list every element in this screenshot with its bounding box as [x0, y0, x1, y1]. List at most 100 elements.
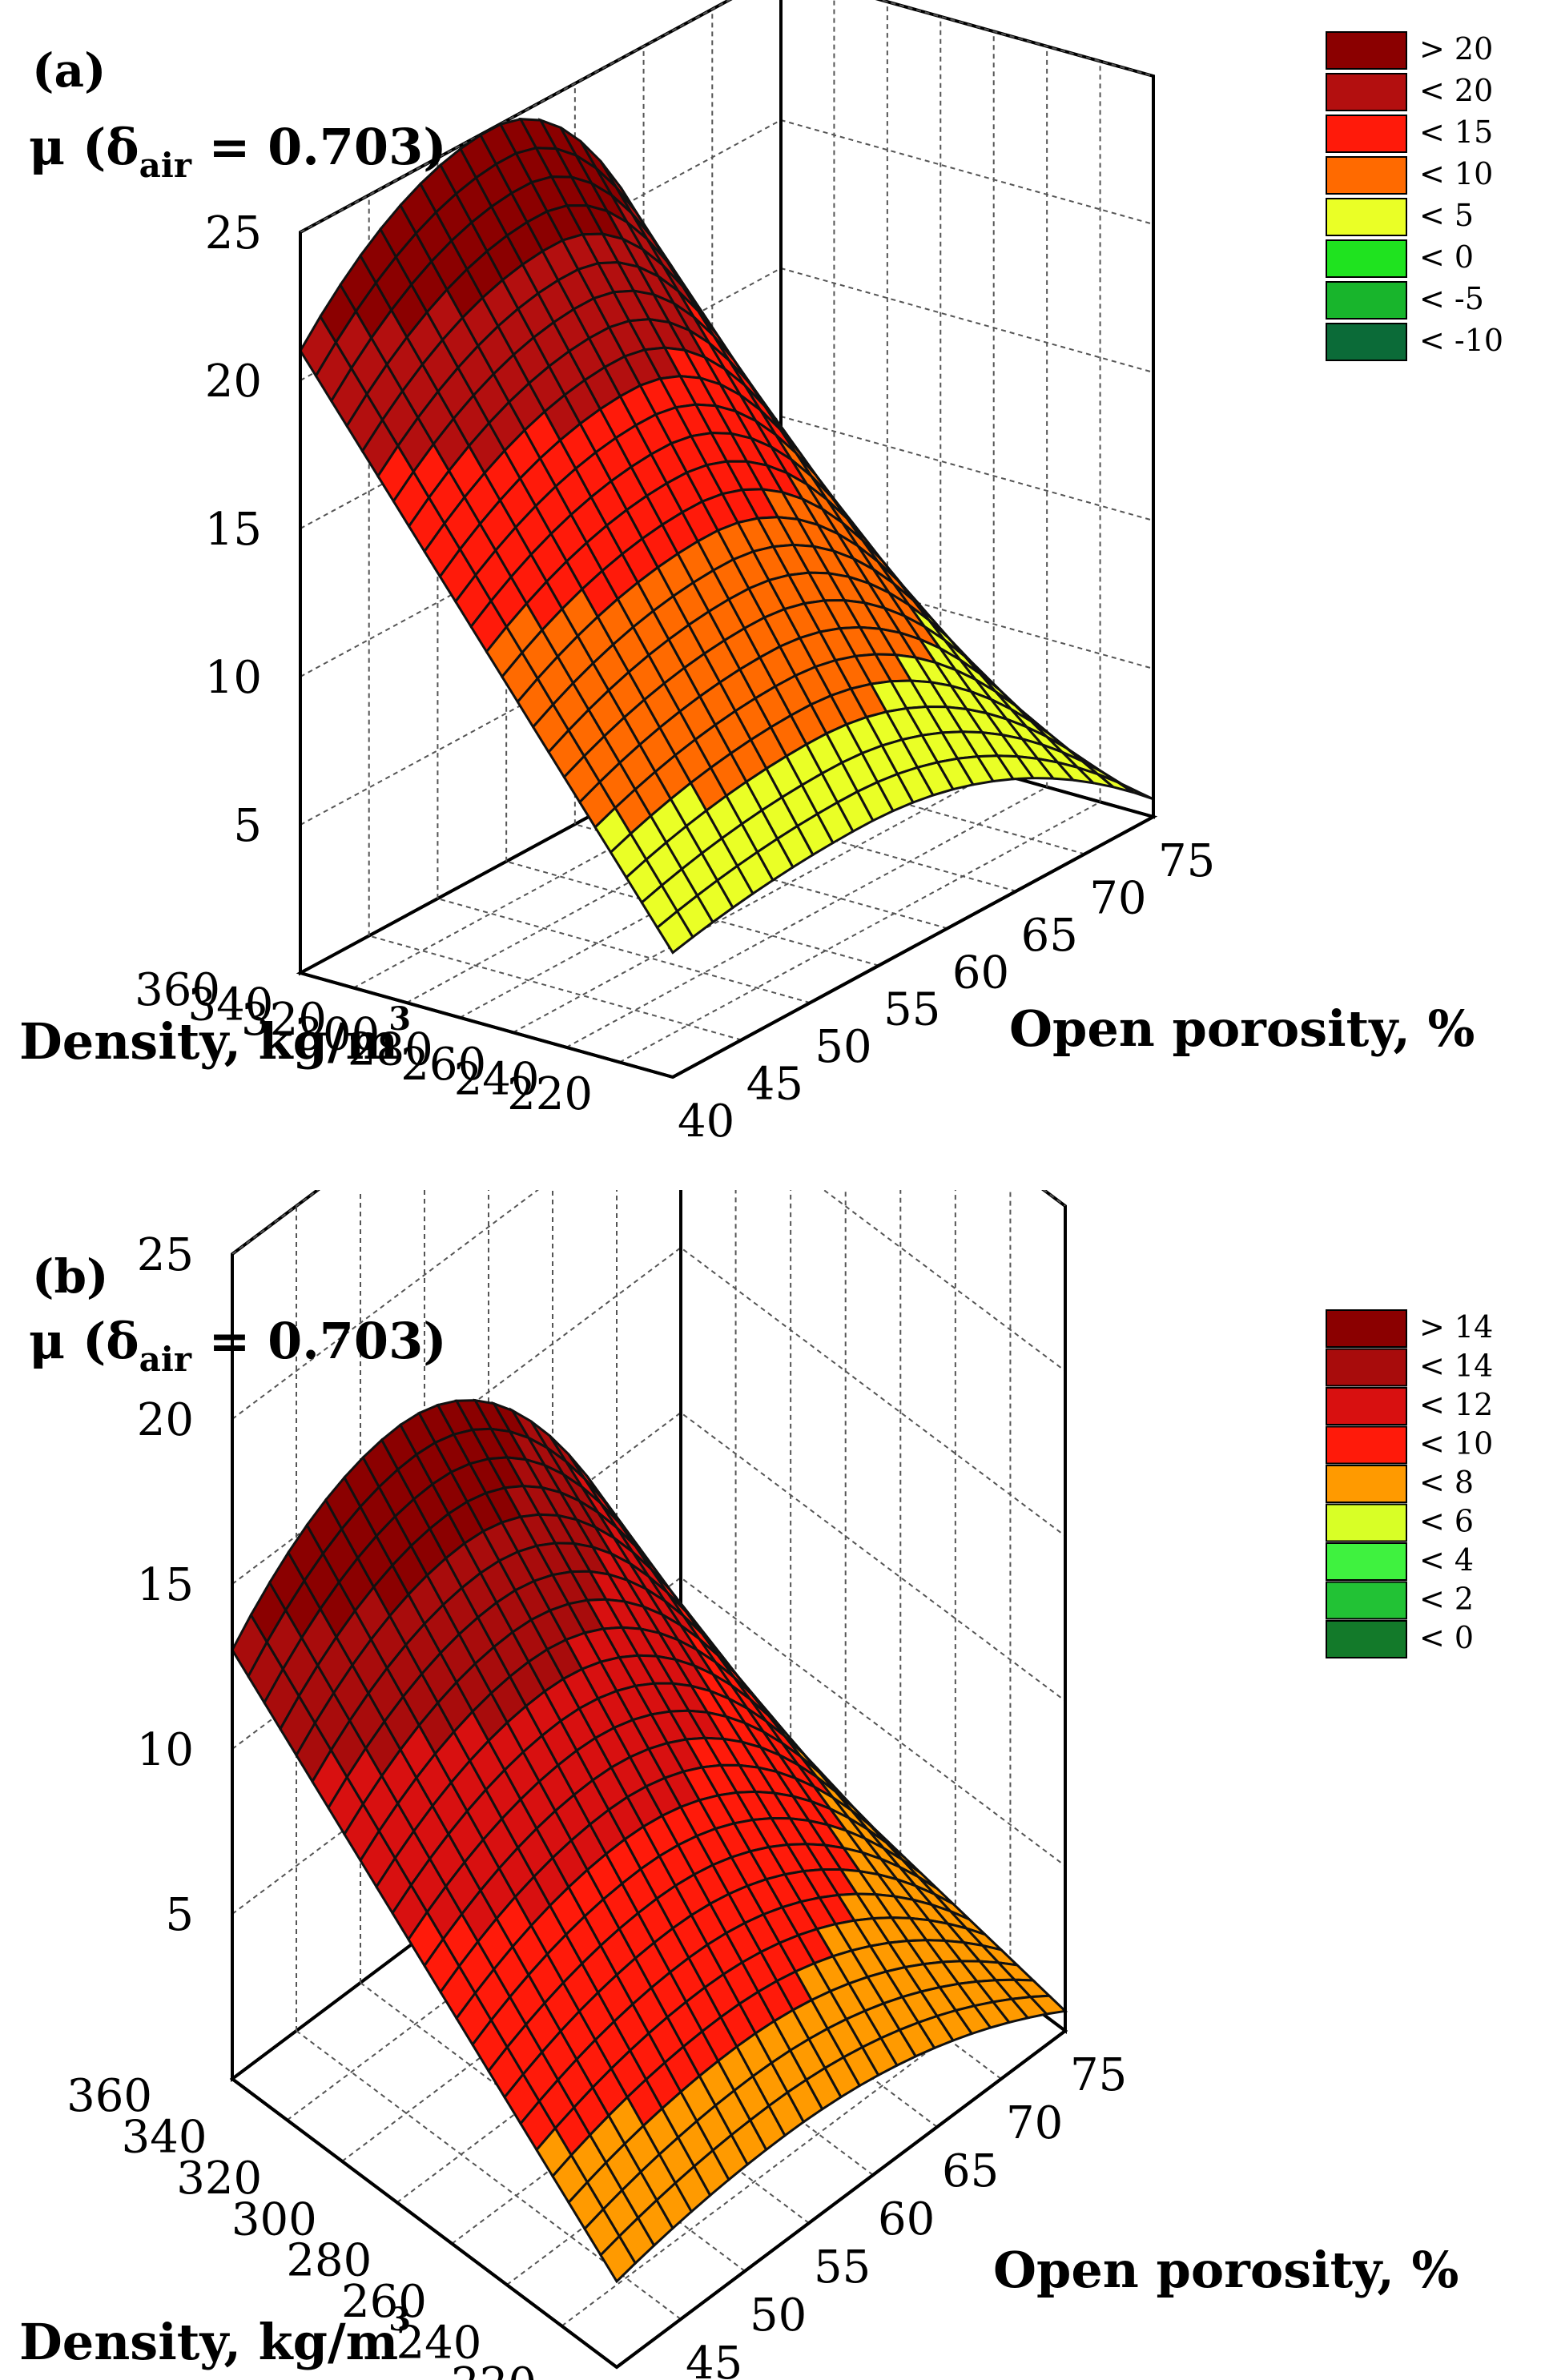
y-tick-label: 40: [678, 1096, 734, 1148]
grid-line-floor: [505, 860, 879, 967]
x-tick-label: 300: [294, 1009, 380, 1061]
y-tick-label: 60: [878, 2193, 935, 2245]
surface-plot-b: 3603403203002802602402204045505560657075…: [19, 1190, 1493, 2380]
legend-label: < -5: [1419, 281, 1484, 316]
y-tick-label: 60: [952, 947, 1009, 999]
z-tick-label: 20: [137, 1394, 194, 1446]
y-tick-label: 45: [686, 2338, 742, 2380]
legend-label: > 20: [1419, 31, 1493, 66]
legend-swatch: [1326, 1387, 1407, 1425]
legend-swatch: [1326, 31, 1407, 70]
grid-line-z: [231, 1190, 1066, 1420]
legend-swatch: [1326, 1542, 1407, 1581]
x-tick-label: 300: [231, 2193, 317, 2245]
grid-line-z: [300, 0, 1154, 233]
y-tick-label: 55: [883, 984, 940, 1036]
x-tick-label: 340: [188, 979, 274, 1031]
z-tick-label: 20: [205, 356, 262, 408]
panel-label-a: (a): [32, 43, 106, 98]
legend-swatch: [1326, 198, 1407, 236]
x-tick-label: 240: [396, 2318, 482, 2370]
legend-label: < 5: [1419, 198, 1474, 233]
legend-label: < 0: [1419, 1620, 1474, 1655]
z-tick-label: 10: [137, 1724, 194, 1776]
z-tick-label: 15: [205, 504, 262, 556]
grid-line-floor: [565, 786, 1048, 1048]
y-tick-label: 45: [746, 1059, 803, 1111]
legend-swatch: [1326, 1581, 1407, 1620]
grid-line-floor: [643, 786, 1016, 892]
response-surface-b: [231, 1398, 1068, 2284]
x-axis-line: [231, 2077, 618, 2369]
legend-swatch: [1326, 1348, 1407, 1387]
surface-patch: [1117, 781, 1154, 801]
legend-swatch: [1326, 1620, 1407, 1658]
x-tick-label: 340: [122, 2111, 207, 2163]
z-tick-label: 5: [233, 800, 262, 852]
x-tick-label: 360: [66, 2070, 152, 2122]
surface-patch: [1028, 1994, 1068, 2016]
response-surface-a: [299, 117, 1154, 955]
legend-swatch: [1326, 281, 1407, 320]
legend-label: < 2: [1419, 1582, 1474, 1617]
legend-label: < -10: [1419, 323, 1503, 358]
y-tick-label: 70: [1089, 872, 1146, 924]
legend-label: < 0: [1419, 239, 1474, 275]
legend-label: < 12: [1419, 1387, 1493, 1422]
y-tick-label: 75: [1158, 835, 1215, 887]
y-tick-label: 50: [750, 2290, 807, 2342]
grid-line-floor: [368, 935, 742, 1041]
legend-swatch: [1326, 1503, 1407, 1542]
legend-label: < 15: [1419, 115, 1493, 150]
legend-b: > 14 < 14< 12 < 10 < 8 < 6< 4 < 2< 0: [1326, 1309, 1493, 1658]
chart-panel-b: 3603403203002802602402204045505560657075…: [0, 1190, 1541, 2380]
x-axis-label-a: Density, kg/m3: [19, 1000, 411, 1071]
z-tick-label: 25: [205, 207, 262, 259]
chart-panel-a: 360 340 320 300 280 260 240 220 40 45 50 55 60 65 70 75…: [19, 0, 1503, 1148]
y-tick-label: 55: [814, 2241, 871, 2294]
y-axis-label-b: Open porosity, %: [993, 2241, 1459, 2299]
legend-swatch: [1326, 156, 1407, 195]
grid-line-floor: [352, 726, 835, 989]
grid-line-floor: [712, 749, 1085, 855]
x-tick-label: 320: [241, 994, 327, 1046]
legend-swatch: [1326, 239, 1407, 278]
y-tick-label: 65: [1021, 910, 1078, 962]
legend-label: < 14: [1419, 1349, 1493, 1384]
y-axis-label-a: Open porosity, %: [1009, 999, 1475, 1058]
x-tick-label: 220: [451, 2358, 537, 2380]
x-tick-label: 240: [454, 1053, 540, 1105]
legend-a: > 20 < 20 < 15 < 10 < 5 < 0 < -5 < -10: [1326, 31, 1503, 361]
grid-line-floor: [437, 898, 811, 1004]
x-tick-label: 220: [507, 1068, 593, 1120]
y-axis-line: [615, 2029, 1067, 2369]
legend-label: < 10: [1419, 156, 1493, 191]
x-tick-label: 280: [348, 1023, 433, 1075]
grid-line-floor: [619, 801, 1101, 1063]
grid-line-floor: [574, 823, 948, 930]
legend-swatch: [1326, 73, 1407, 111]
x-tick-label: 260: [400, 1039, 486, 1091]
grid-line-floor: [513, 771, 995, 1034]
z-tick-label: 15: [137, 1559, 194, 1611]
legend-label: < 4: [1419, 1542, 1474, 1578]
z-tick-label: 5: [165, 1889, 194, 1941]
legend-label: < 10: [1419, 1426, 1493, 1461]
legend-swatch: [1326, 1465, 1407, 1503]
x-tick-label: 260: [341, 2276, 427, 2328]
y-tick-label: 70: [1006, 2097, 1063, 2149]
y-axis-line: [672, 815, 1154, 1079]
legend-swatch: [1326, 115, 1407, 153]
panel-label-b: (b): [32, 1249, 108, 1304]
legend-swatch: [1326, 323, 1407, 361]
legend-swatch: [1326, 1309, 1407, 1348]
legend-swatch: [1326, 1425, 1407, 1465]
z-axis-label-b: μ (δair = 0.703): [29, 1312, 447, 1379]
z-tick-label: 10: [205, 652, 262, 704]
legend-label: > 14: [1419, 1309, 1493, 1345]
x-axis-label-b: Density, kg/m3: [19, 2301, 411, 2371]
x-tick-label: 360: [135, 964, 220, 1016]
z-tick-label: 25: [137, 1229, 194, 1281]
z-axis-label-a: μ (δair = 0.703): [29, 118, 447, 185]
